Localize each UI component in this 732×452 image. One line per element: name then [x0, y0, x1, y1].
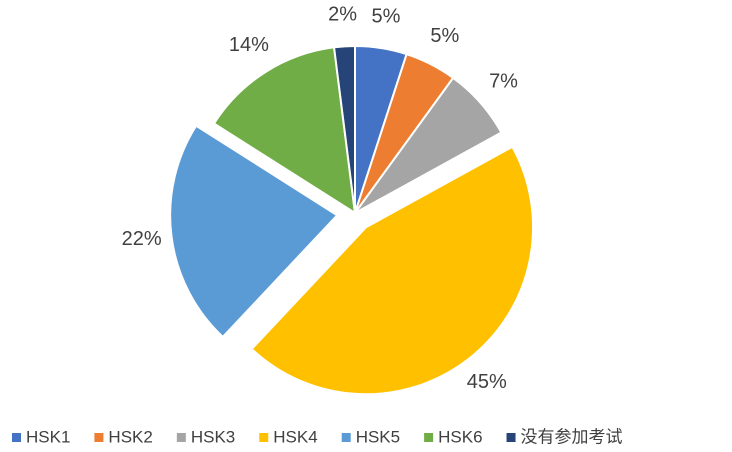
data-label: 5%: [372, 6, 401, 28]
data-label: 7%: [489, 70, 518, 92]
pie-slice: [250, 145, 535, 396]
pie-slice: [332, 44, 356, 214]
pie-slice: [169, 124, 339, 339]
legend-label: HSK3: [191, 427, 235, 446]
legend-swatch: [176, 433, 186, 442]
legend-swatch: [424, 433, 434, 442]
data-label: 5%: [430, 25, 459, 47]
legend-label: HSK6: [438, 427, 482, 446]
pie-slice: [212, 46, 357, 215]
pie-slice: [354, 76, 503, 214]
legend-swatch: [506, 433, 516, 442]
legend-swatch: [341, 433, 351, 442]
legend-label: HSK4: [273, 427, 317, 446]
legend-swatch: [259, 433, 269, 442]
legend-label: HSK1: [26, 427, 70, 446]
data-label: 22%: [122, 228, 162, 250]
legend-swatch: [12, 433, 21, 442]
legend-label: HSK5: [356, 427, 400, 446]
legend-swatch: [94, 433, 104, 442]
data-label: 45%: [467, 371, 507, 393]
legend-label: HSK2: [108, 427, 152, 446]
data-label: 2%: [328, 4, 357, 26]
data-label: 14%: [229, 34, 269, 56]
legend-label: 没有参加考试: [521, 427, 623, 446]
